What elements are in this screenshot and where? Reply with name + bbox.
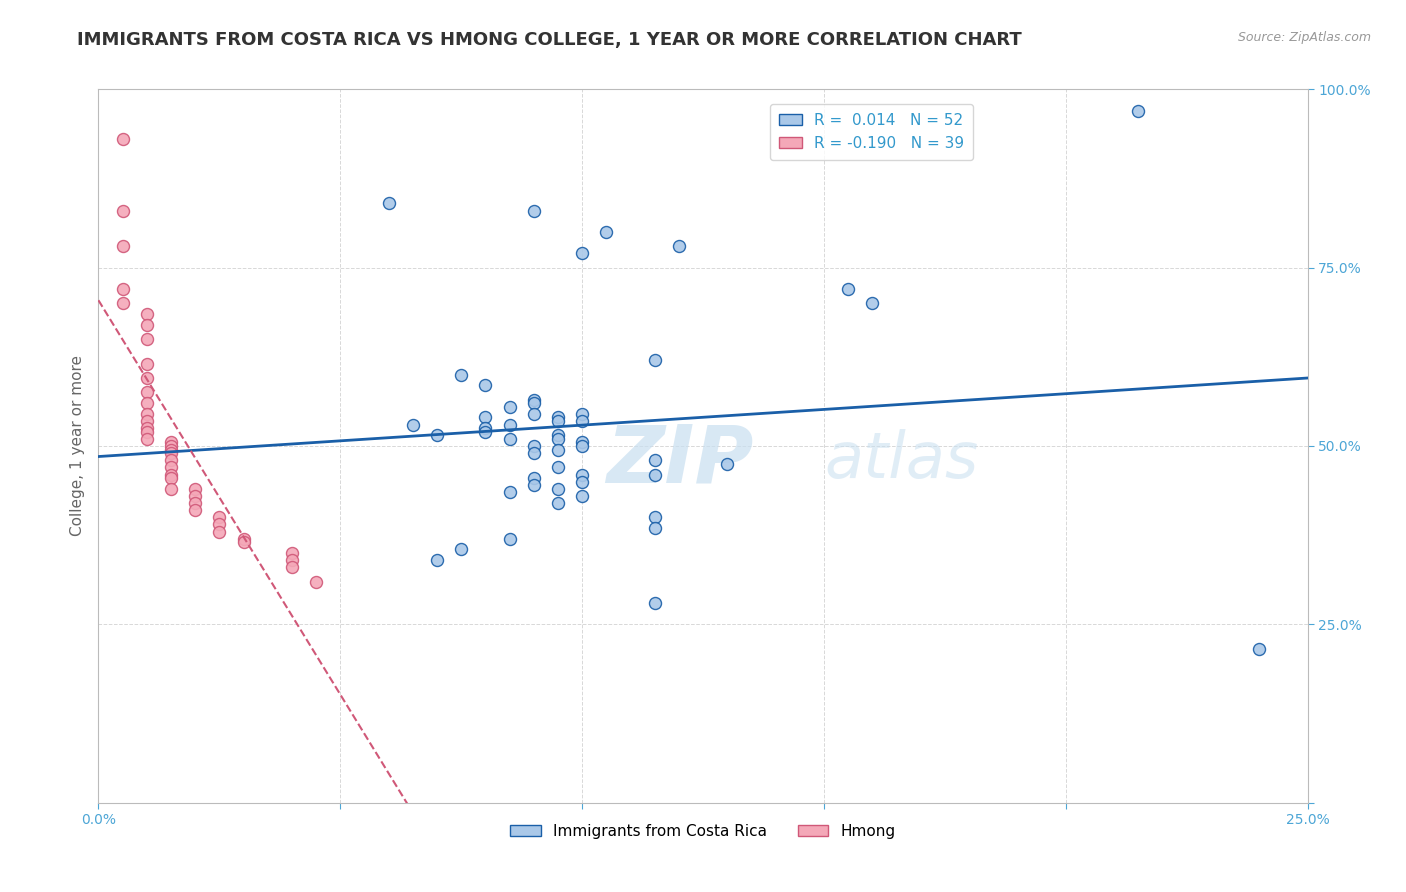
Point bbox=[135, 307, 157, 321]
Point bbox=[571, 246, 593, 260]
Point bbox=[160, 453, 183, 467]
Point bbox=[523, 478, 546, 492]
Point bbox=[498, 400, 520, 414]
Point bbox=[860, 296, 883, 310]
Point bbox=[184, 503, 207, 517]
Point bbox=[571, 435, 593, 450]
Text: ZIP: ZIP bbox=[606, 421, 754, 500]
Point bbox=[498, 532, 520, 546]
Point bbox=[135, 385, 157, 400]
Point bbox=[208, 517, 231, 532]
Point bbox=[135, 332, 157, 346]
Text: atlas: atlas bbox=[824, 429, 979, 491]
Point bbox=[135, 371, 157, 385]
Point bbox=[135, 432, 157, 446]
Point bbox=[474, 425, 496, 439]
Point bbox=[668, 239, 690, 253]
Point bbox=[135, 425, 157, 439]
Point bbox=[111, 239, 134, 253]
Point bbox=[547, 414, 569, 428]
Point bbox=[160, 471, 183, 485]
Point bbox=[474, 378, 496, 392]
Point bbox=[281, 560, 304, 574]
Point bbox=[426, 553, 449, 567]
Point bbox=[160, 435, 183, 450]
Point bbox=[208, 510, 231, 524]
Point bbox=[547, 432, 569, 446]
Point bbox=[523, 392, 546, 407]
Point bbox=[111, 296, 134, 310]
Point bbox=[135, 414, 157, 428]
Point bbox=[160, 439, 183, 453]
Point bbox=[160, 460, 183, 475]
Point bbox=[547, 460, 569, 475]
Point bbox=[644, 510, 666, 524]
Point bbox=[305, 574, 328, 589]
Point bbox=[426, 428, 449, 442]
Point bbox=[135, 396, 157, 410]
Point bbox=[837, 282, 859, 296]
Point bbox=[135, 407, 157, 421]
Point bbox=[111, 203, 134, 218]
Point bbox=[644, 467, 666, 482]
Point bbox=[571, 467, 593, 482]
Text: Source: ZipAtlas.com: Source: ZipAtlas.com bbox=[1237, 31, 1371, 45]
Point bbox=[523, 446, 546, 460]
Point bbox=[523, 203, 546, 218]
Text: IMMIGRANTS FROM COSTA RICA VS HMONG COLLEGE, 1 YEAR OR MORE CORRELATION CHART: IMMIGRANTS FROM COSTA RICA VS HMONG COLL… bbox=[77, 31, 1022, 49]
Point bbox=[232, 535, 254, 549]
Point bbox=[547, 442, 569, 457]
Point bbox=[644, 453, 666, 467]
Point bbox=[135, 357, 157, 371]
Point bbox=[1249, 642, 1271, 657]
Point bbox=[547, 410, 569, 425]
Point bbox=[523, 471, 546, 485]
Point bbox=[111, 132, 134, 146]
Point bbox=[184, 489, 207, 503]
Y-axis label: College, 1 year or more: College, 1 year or more bbox=[69, 356, 84, 536]
Point bbox=[160, 467, 183, 482]
Point bbox=[644, 521, 666, 535]
Point bbox=[498, 485, 520, 500]
Point bbox=[232, 532, 254, 546]
Point bbox=[281, 553, 304, 567]
Point bbox=[184, 482, 207, 496]
Point bbox=[523, 396, 546, 410]
Point bbox=[160, 442, 183, 457]
Point bbox=[111, 282, 134, 296]
Point bbox=[474, 421, 496, 435]
Point bbox=[135, 421, 157, 435]
Point bbox=[716, 457, 738, 471]
Point bbox=[644, 596, 666, 610]
Point bbox=[184, 496, 207, 510]
Point bbox=[498, 432, 520, 446]
Point bbox=[1128, 103, 1150, 118]
Point bbox=[571, 407, 593, 421]
Point bbox=[644, 353, 666, 368]
Point bbox=[595, 225, 617, 239]
Point bbox=[498, 417, 520, 432]
Point bbox=[160, 482, 183, 496]
Point bbox=[523, 439, 546, 453]
Point bbox=[474, 410, 496, 425]
Point bbox=[571, 489, 593, 503]
Point bbox=[402, 417, 425, 432]
Point bbox=[547, 482, 569, 496]
Point bbox=[547, 496, 569, 510]
Point bbox=[135, 318, 157, 332]
Point bbox=[208, 524, 231, 539]
Point bbox=[450, 368, 472, 382]
Point bbox=[571, 439, 593, 453]
Point bbox=[571, 414, 593, 428]
Point bbox=[160, 446, 183, 460]
Point bbox=[377, 196, 399, 211]
Point bbox=[547, 428, 569, 442]
Point bbox=[523, 407, 546, 421]
Point bbox=[450, 542, 472, 557]
Point bbox=[571, 475, 593, 489]
Point bbox=[281, 546, 304, 560]
Legend: Immigrants from Costa Rica, Hmong: Immigrants from Costa Rica, Hmong bbox=[505, 818, 901, 845]
